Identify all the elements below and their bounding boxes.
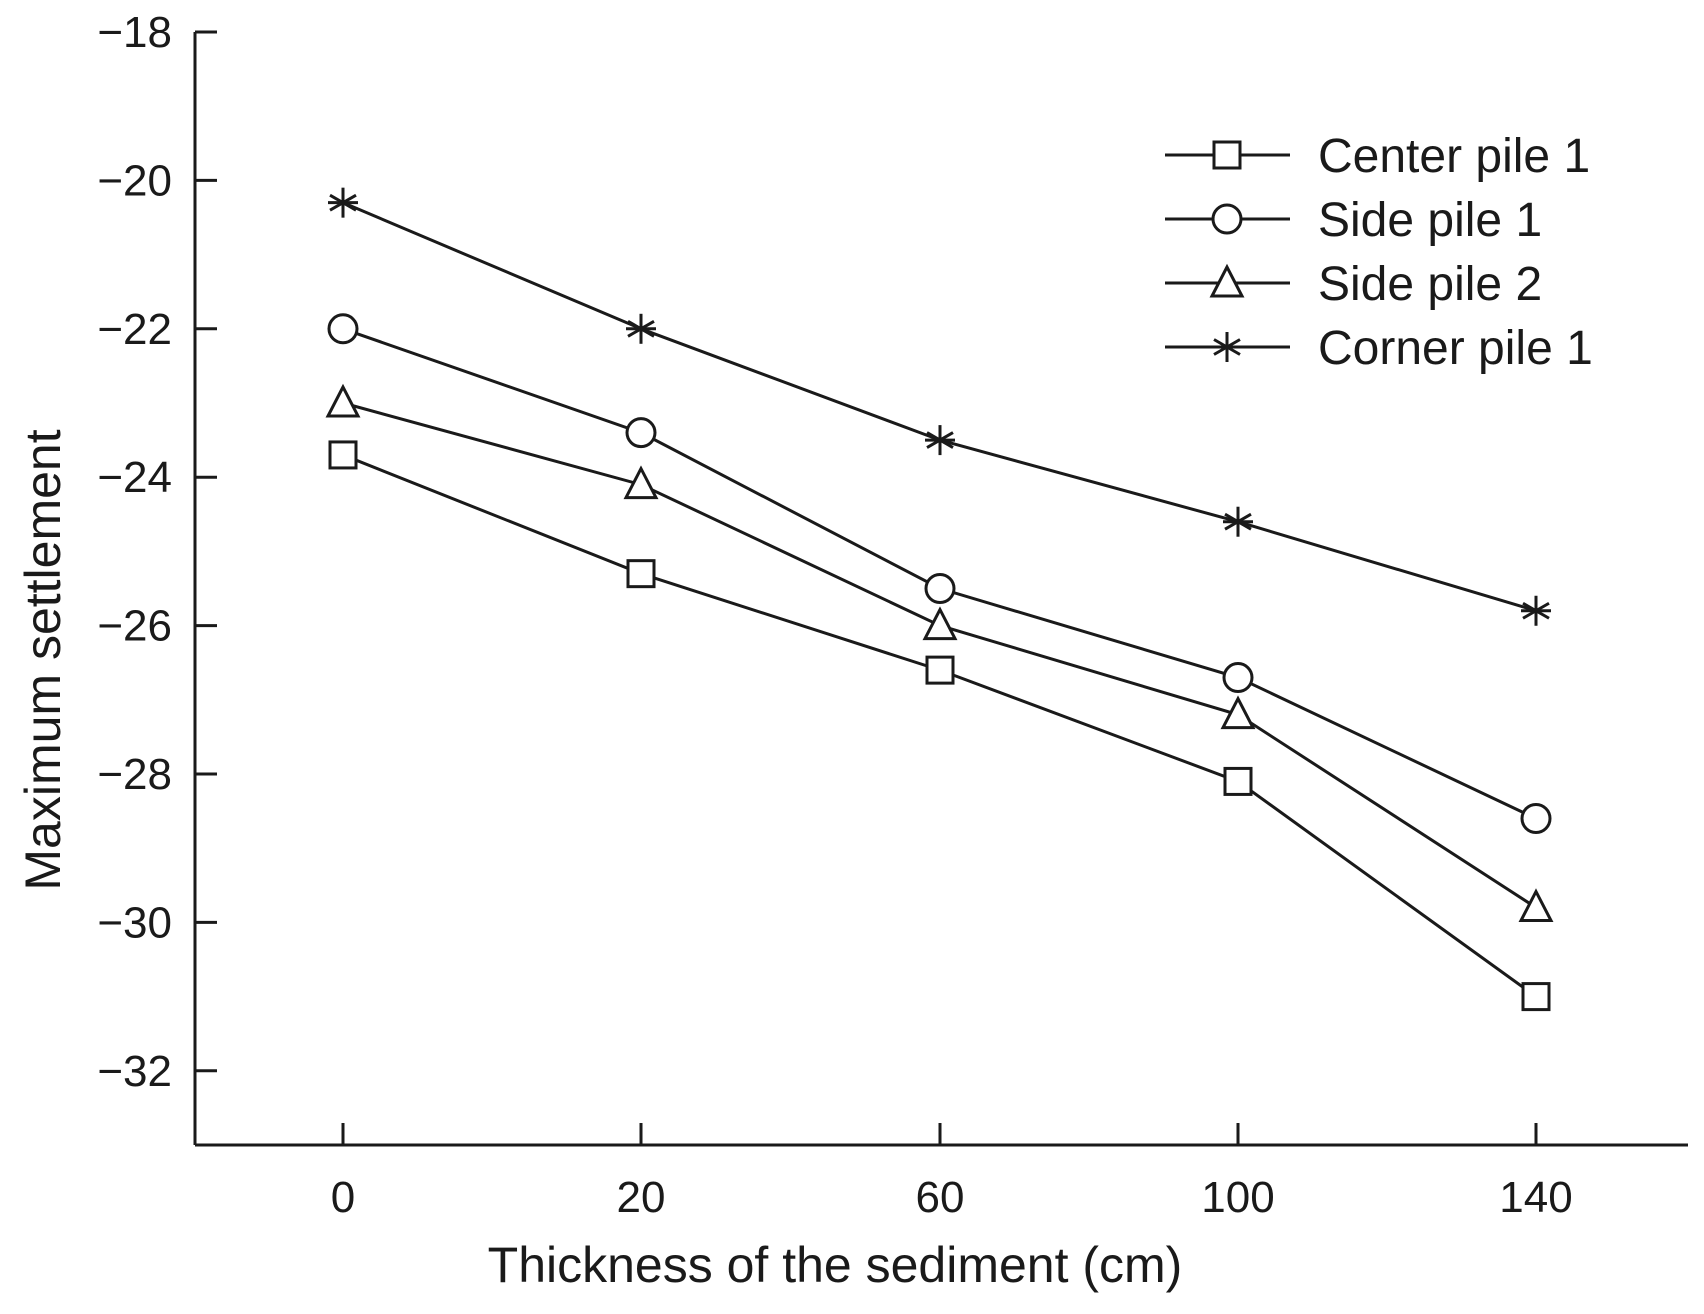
data-point-side-pile-2 [325, 383, 361, 418]
x-axis-label: Thickness of the sediment (cm) [488, 1237, 1183, 1293]
x-tick-label: 140 [1499, 1173, 1572, 1222]
y-ticks: −18 −20 −22 −24 −26 −28 −30 −32 [97, 8, 217, 1096]
x-tick-label: 60 [916, 1173, 965, 1222]
data-point-side-pile-1 [625, 417, 657, 449]
x-tick-label: 20 [617, 1173, 666, 1222]
series-line-center-pile-1 [342, 453, 1537, 998]
legend-label: Center pile 1 [1318, 130, 1590, 183]
y-tick-label: −26 [97, 602, 172, 651]
series-line-side-pile-2 [342, 401, 1537, 909]
data-point-side-pile-1 [327, 313, 359, 345]
data-point-center-pile-1 [626, 559, 656, 589]
legend-marker [1212, 140, 1242, 170]
legend-item-side-pile-1: Side pile 1 [1165, 194, 1542, 247]
series [325, 187, 1554, 1012]
data-point-center-pile-1 [1223, 766, 1253, 796]
y-tick-label: −30 [97, 898, 172, 947]
y-tick-label: −20 [97, 156, 172, 205]
data-point-corner-pile-1 [626, 313, 656, 344]
data-point-side-pile-1 [1520, 803, 1552, 835]
legend-marker [1209, 263, 1245, 298]
y-tick-label: −32 [97, 1047, 172, 1096]
data-point-corner-pile-1 [925, 425, 955, 456]
legend-item-side-pile-2: Side pile 2 [1165, 258, 1542, 311]
legend-item-corner-pile-1: Corner pile 1 [1165, 322, 1593, 375]
y-tick-label: −24 [97, 453, 172, 502]
legend: Center pile 1 Side pile 1 Side pile 2 Corne… [1165, 130, 1593, 375]
data-point-side-pile-1 [924, 573, 956, 604]
data-point-side-pile-2 [922, 606, 958, 641]
x-tick-label: 0 [331, 1173, 355, 1222]
series-center-pile-1 [328, 440, 1551, 1012]
data-point-side-pile-2 [1220, 695, 1256, 730]
data-point-corner-pile-1 [1521, 595, 1551, 626]
series-side-pile-2 [325, 383, 1554, 923]
data-point-center-pile-1 [925, 655, 955, 685]
series-side-pile-1 [327, 313, 1552, 835]
data-point-corner-pile-1 [328, 187, 358, 218]
data-point-corner-pile-1 [1223, 506, 1253, 537]
legend-item-center-pile-1: Center pile 1 [1165, 130, 1590, 183]
legend-marker [1212, 332, 1242, 362]
data-point-side-pile-2 [623, 465, 659, 500]
series-corner-pile-1 [328, 187, 1551, 626]
data-point-side-pile-2 [1518, 888, 1554, 923]
data-point-center-pile-1 [1521, 982, 1551, 1012]
legend-label: Side pile 1 [1318, 194, 1542, 247]
data-point-side-pile-1 [1222, 662, 1254, 694]
y-axis-label: Maximum settlement [15, 429, 71, 890]
data-point-center-pile-1 [328, 440, 358, 470]
y-tick-label: −28 [97, 750, 172, 799]
y-tick-label: −18 [97, 8, 172, 57]
y-tick-label: −22 [97, 305, 172, 354]
legend-label: Side pile 2 [1318, 258, 1542, 311]
x-tick-label: 100 [1201, 1173, 1274, 1222]
x-ticks: 0 20 60 100 140 [331, 1123, 1573, 1222]
legend-label: Corner pile 1 [1318, 322, 1593, 375]
legend-marker [1211, 203, 1243, 235]
